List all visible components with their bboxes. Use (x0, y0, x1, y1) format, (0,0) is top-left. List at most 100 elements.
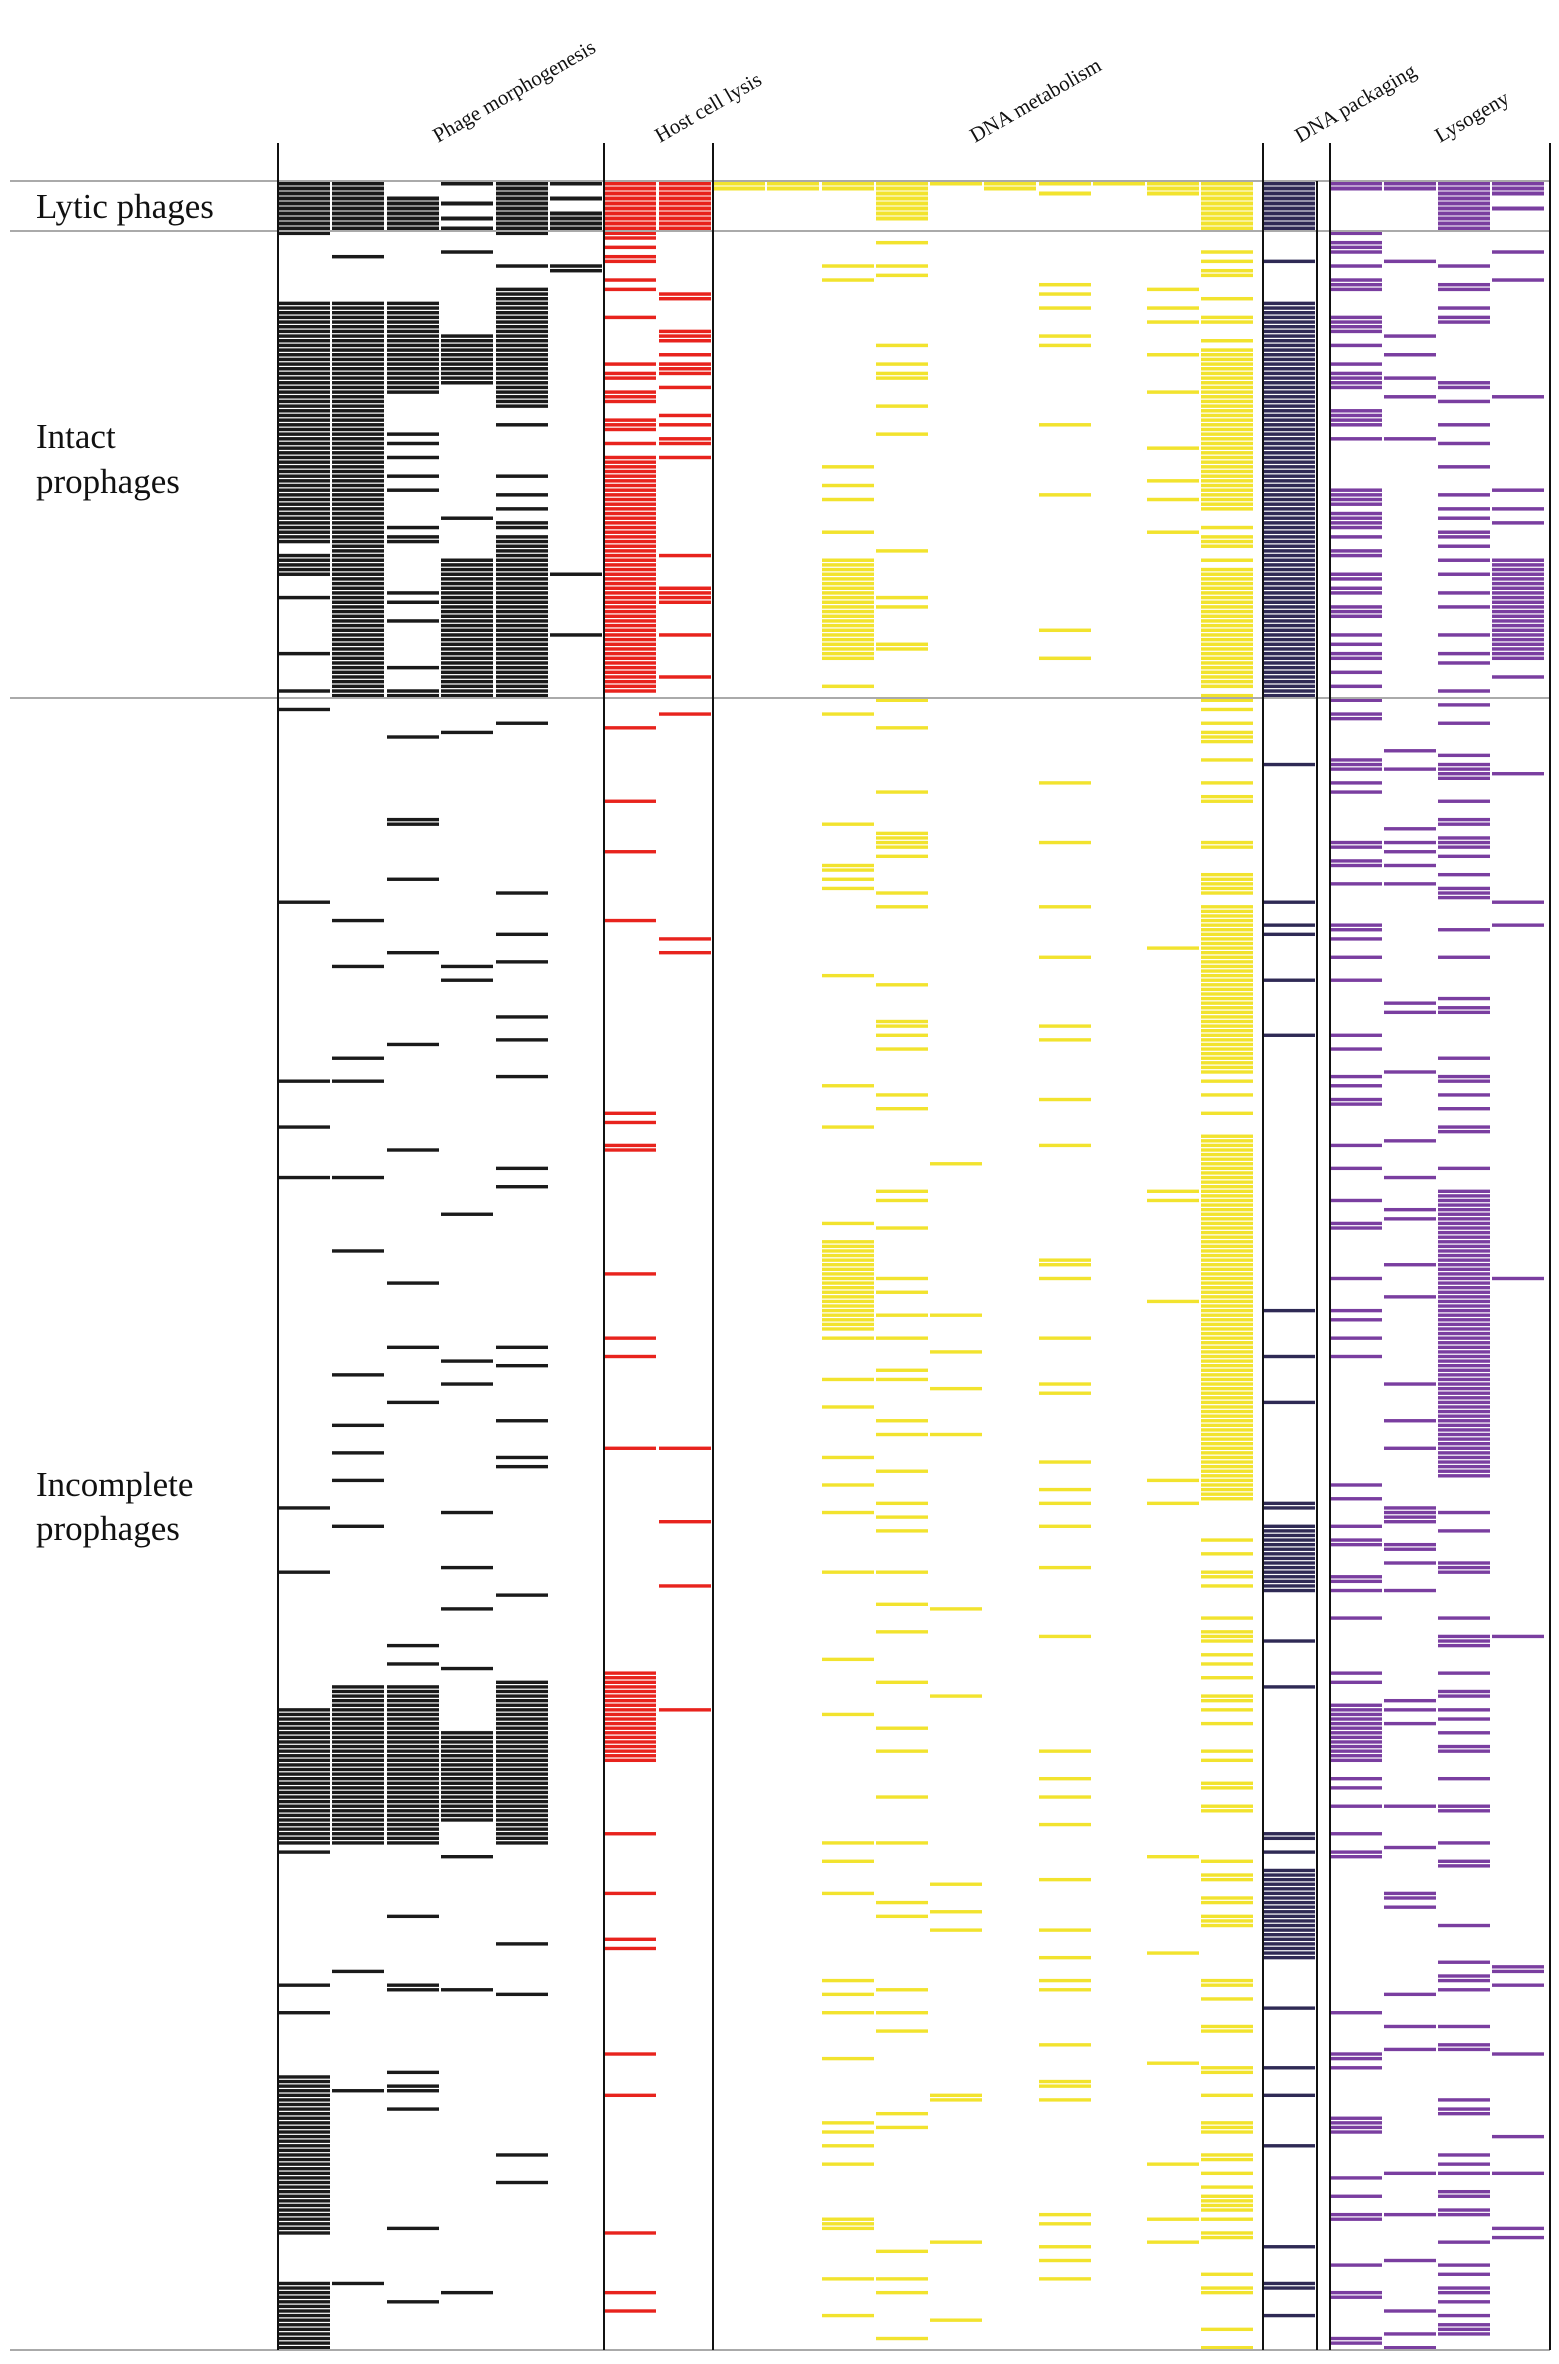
cell-incomplete (1263, 762, 1315, 767)
cell-incomplete (1201, 1258, 1253, 1262)
cell-incomplete (278, 1506, 330, 1510)
cell-incomplete (1263, 978, 1315, 982)
cell-incomplete (1263, 1955, 1315, 1960)
cell-intact (1263, 310, 1315, 315)
cell-incomplete (332, 1708, 384, 1712)
cell-lytic (1438, 206, 1490, 211)
cell-incomplete (876, 1515, 928, 1519)
cell-incomplete (1492, 772, 1544, 776)
cell-intact (659, 423, 711, 427)
cell-intact (1330, 642, 1382, 647)
cell-incomplete (876, 891, 928, 895)
cell-incomplete (930, 2093, 982, 2098)
cell-intact (604, 600, 656, 604)
cell-incomplete (876, 1019, 928, 1024)
cell-intact (278, 357, 330, 362)
cell-lytic (496, 181, 548, 186)
cell-incomplete (1330, 1754, 1382, 1758)
cell-incomplete (1201, 1414, 1253, 1418)
cell-intact (604, 586, 656, 590)
cell-incomplete (332, 2089, 384, 2093)
cell-incomplete (1201, 2327, 1253, 2332)
cell-intact (604, 651, 656, 656)
cell-incomplete (1201, 1409, 1253, 1414)
cell-incomplete (1438, 1565, 1490, 1570)
cell-intact (496, 292, 548, 296)
cell-incomplete (332, 1804, 384, 1808)
cell-intact (876, 273, 928, 278)
cell-incomplete (1330, 978, 1382, 982)
cell-incomplete (1201, 721, 1253, 725)
cell-intact (1263, 642, 1315, 647)
cell-incomplete (1438, 1809, 1490, 1813)
cell-incomplete (1263, 1900, 1315, 1905)
cell-incomplete (930, 1432, 982, 1437)
cell-intact (278, 329, 330, 334)
cell-incomplete (604, 1946, 656, 1951)
cell-incomplete (496, 1804, 548, 1808)
cell-incomplete (1438, 1244, 1490, 1249)
cell-incomplete (332, 1721, 384, 1726)
cell-intact (1263, 670, 1315, 675)
cell-incomplete (1438, 2047, 1490, 2052)
cell-intact (496, 474, 548, 478)
cell-intact (1263, 614, 1315, 619)
cell-incomplete (1263, 1542, 1315, 1547)
cell-incomplete (876, 840, 928, 845)
cell-incomplete (1201, 1616, 1253, 1620)
cell-lytic (550, 181, 602, 186)
cell-incomplete (1438, 928, 1490, 932)
cell-incomplete (278, 1781, 330, 1785)
cell-incomplete (1330, 1033, 1382, 1037)
cell-lytic (767, 186, 819, 191)
cell-incomplete (876, 1501, 928, 1506)
cell-intact (387, 525, 439, 530)
cell-incomplete (332, 1749, 384, 1753)
cell-intact (1201, 525, 1253, 530)
cell-intact (441, 619, 493, 623)
cell-intact (1201, 651, 1253, 656)
cell-incomplete (1201, 1318, 1253, 1322)
cell-incomplete (332, 1703, 384, 1707)
cell-intact (278, 511, 330, 516)
cell-intact (441, 362, 493, 366)
cell-incomplete (1438, 1125, 1490, 1129)
cell-incomplete (332, 1763, 384, 1767)
cell-incomplete (387, 1799, 439, 1804)
cell-intact (1438, 591, 1490, 595)
cell-incomplete (1330, 1084, 1382, 1088)
cell-incomplete (496, 1689, 548, 1694)
cell-incomplete (496, 1712, 548, 1717)
cell-incomplete (1039, 1382, 1091, 1386)
cell-incomplete (1263, 2066, 1315, 2070)
cell-intact (278, 339, 330, 343)
cell-intact (278, 507, 330, 511)
cell-incomplete (1201, 1221, 1253, 1226)
cell-incomplete (278, 2107, 330, 2111)
cell-intact (278, 418, 330, 422)
cell-incomplete (496, 1813, 548, 1818)
cell-incomplete (1201, 1152, 1253, 1157)
cell-incomplete (1201, 1235, 1253, 1239)
cell-intact (1330, 315, 1382, 320)
cell-incomplete (1201, 909, 1253, 914)
cell-incomplete (387, 1703, 439, 1707)
cell-incomplete (930, 1162, 982, 1166)
cell-incomplete (1330, 1726, 1382, 1730)
cell-lytic (604, 206, 656, 211)
cell-incomplete (1438, 2263, 1490, 2267)
cell-incomplete (1438, 1359, 1490, 1363)
cell-incomplete (278, 1767, 330, 1772)
cell-incomplete (1201, 1010, 1253, 1015)
cell-incomplete (1201, 1432, 1253, 1437)
cell-incomplete (1201, 698, 1253, 702)
cell-incomplete (822, 822, 874, 826)
cell-incomplete (876, 1914, 928, 1919)
cell-incomplete (1201, 964, 1253, 969)
cell-intact (332, 488, 384, 492)
cell-intact (278, 521, 330, 525)
cell-incomplete (1201, 2121, 1253, 2125)
cell-incomplete (1438, 1285, 1490, 1290)
row-label-lytic: Lytic phages (36, 187, 214, 226)
cell-intact (604, 530, 656, 534)
